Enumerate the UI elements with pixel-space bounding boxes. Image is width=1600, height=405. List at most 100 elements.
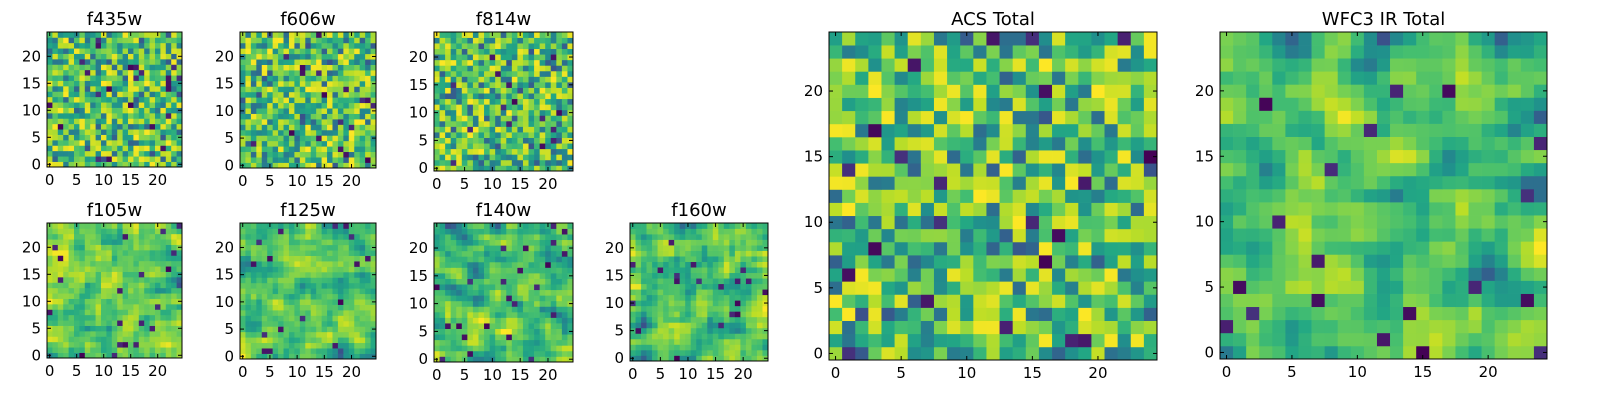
- heatmap-cell: [300, 299, 306, 305]
- heatmap-cell: [267, 267, 273, 273]
- heatmap-cell: [478, 279, 484, 285]
- heatmap-cell: [495, 132, 501, 138]
- heatmap-cell: [327, 288, 333, 294]
- heatmap-cell: [467, 279, 473, 285]
- heatmap-cell: [473, 160, 479, 166]
- heatmap-cell: [751, 229, 757, 235]
- heatmap-cell: [674, 295, 680, 301]
- heatmap-cell: [440, 229, 446, 235]
- heatmap-cell: [440, 273, 446, 279]
- heatmap-cell: [1039, 321, 1052, 334]
- heatmap-cell: [117, 255, 123, 261]
- heatmap-cell: [729, 262, 735, 268]
- heatmap-cell: [278, 114, 284, 120]
- heatmap-cell: [166, 299, 172, 305]
- heatmap-cell: [52, 162, 58, 168]
- heatmap-cell: [506, 149, 512, 155]
- heatmap-cell: [534, 301, 540, 307]
- heatmap-cell: [757, 273, 763, 279]
- heatmap-cell: [562, 256, 568, 262]
- heatmap-cell: [327, 70, 333, 76]
- heatmap-cell: [112, 91, 118, 97]
- heatmap-cell: [322, 326, 328, 332]
- heatmap-cell: [360, 283, 366, 289]
- heatmap-cell: [262, 234, 268, 240]
- heatmap-cell: [691, 229, 697, 235]
- heatmap-cell: [371, 37, 377, 43]
- heatmap-cell: [262, 294, 268, 300]
- heatmap-cell: [691, 289, 697, 295]
- heatmap-cell: [545, 149, 551, 155]
- heatmap-cell: [284, 97, 290, 103]
- heatmap-cell: [456, 160, 462, 166]
- heatmap-cell: [445, 334, 451, 340]
- heatmap-cell: [128, 336, 134, 342]
- heatmap-cell: [556, 334, 562, 340]
- heatmap-cell: [718, 300, 724, 306]
- heatmap-cell: [349, 70, 355, 76]
- heatmap-cell: [495, 245, 501, 251]
- heatmap-cell: [155, 151, 161, 157]
- heatmap-cell: [934, 347, 947, 360]
- heatmap-cell: [512, 82, 518, 88]
- heatmap-cell: [177, 32, 183, 38]
- y-tick-label: 10: [215, 102, 234, 120]
- heatmap-cell: [240, 332, 246, 338]
- heatmap-cell: [117, 64, 123, 70]
- heatmap-cell: [556, 154, 562, 160]
- heatmap-cell: [294, 310, 300, 316]
- heatmap-cell: [160, 151, 166, 157]
- heatmap-cell: [123, 255, 129, 261]
- heatmap-cell: [562, 267, 568, 273]
- heatmap-cell: [501, 138, 507, 144]
- heatmap-cell: [473, 115, 479, 121]
- heatmap-cell: [256, 152, 262, 158]
- heatmap-cell: [155, 129, 161, 135]
- heatmap-cell: [52, 91, 58, 97]
- heatmap-cell: [647, 273, 653, 279]
- heatmap-cell: [746, 328, 752, 334]
- heatmap-cell: [343, 315, 349, 321]
- heatmap-cell: [316, 305, 322, 311]
- heatmap-cell: [868, 321, 881, 334]
- heatmap-cell: [300, 288, 306, 294]
- heatmap-cell: [305, 86, 311, 92]
- heatmap-cell: [311, 283, 317, 289]
- heatmap-cell: [473, 345, 479, 351]
- heatmap-cell: [540, 60, 546, 66]
- heatmap-cell: [707, 278, 713, 284]
- heatmap-cell: [150, 113, 156, 119]
- heatmap-cell: [512, 312, 518, 318]
- heatmap-cell: [365, 305, 371, 311]
- heatmap-cell: [133, 288, 139, 294]
- heatmap-cell: [663, 229, 669, 235]
- heatmap-cell: [674, 311, 680, 317]
- heatmap-cell: [166, 228, 172, 234]
- heatmap-cell: [669, 273, 675, 279]
- heatmap-cell: [150, 129, 156, 135]
- heatmap-cell: [636, 333, 642, 339]
- heatmap-cell: [63, 59, 69, 65]
- heatmap-cell: [495, 54, 501, 60]
- heatmap-cell: [262, 245, 268, 251]
- heatmap-cell: [523, 165, 529, 171]
- heatmap-cell: [123, 54, 129, 60]
- heatmap-cell: [451, 43, 457, 49]
- heatmap-cell: [473, 245, 479, 251]
- heatmap-cell: [445, 132, 451, 138]
- heatmap-cell: [934, 216, 947, 229]
- heatmap-cell: [90, 293, 96, 299]
- heatmap-cell: [144, 336, 150, 342]
- heatmap-cell: [316, 277, 322, 283]
- heatmap-cell: [133, 97, 139, 103]
- heatmap-cell: [273, 81, 279, 87]
- heatmap-cell: [652, 223, 658, 229]
- heatmap-cell: [349, 294, 355, 300]
- heatmap-cell: [371, 228, 377, 234]
- heatmap-cell: [495, 99, 501, 105]
- heatmap-cell: [101, 342, 107, 348]
- heatmap-cell: [74, 277, 80, 283]
- heatmap-cell: [150, 48, 156, 54]
- heatmap-cell: [128, 245, 134, 251]
- heatmap-cell: [534, 71, 540, 77]
